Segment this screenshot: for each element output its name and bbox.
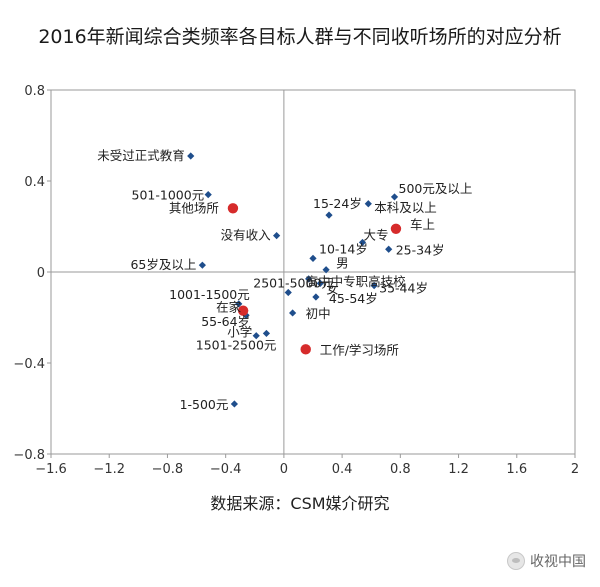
group-point bbox=[370, 282, 378, 290]
watermark: 收视中国 bbox=[507, 551, 586, 571]
axes bbox=[47, 89, 576, 458]
point-label: 1001-1500元 bbox=[169, 287, 250, 302]
point-label: 45-54岁 bbox=[329, 291, 378, 306]
point-label: 大专 bbox=[363, 227, 388, 242]
point-label: 500元及以上 bbox=[399, 181, 473, 196]
x-tick-label: 2 bbox=[571, 462, 579, 477]
point-label: 没有收入 bbox=[221, 228, 272, 243]
point-label: 初中 bbox=[306, 306, 331, 321]
y-tick-label: −0.4 bbox=[13, 357, 45, 372]
x-tick-label: −1.6 bbox=[35, 462, 67, 477]
x-tick-label: −1.2 bbox=[93, 462, 125, 477]
x-tick-label: 0 bbox=[280, 462, 288, 477]
point-label: 1-500元 bbox=[180, 397, 229, 412]
y-tick-label: −0.8 bbox=[13, 448, 45, 463]
group-point bbox=[309, 254, 317, 262]
group-point bbox=[204, 191, 212, 199]
x-tick-label: 1.2 bbox=[448, 462, 469, 477]
group-point bbox=[252, 332, 260, 340]
point-label: 65岁及以上 bbox=[130, 257, 196, 272]
point-label: 其他场所 bbox=[169, 200, 219, 215]
group-point bbox=[273, 232, 281, 240]
group-point bbox=[284, 288, 292, 297]
group-point bbox=[364, 200, 372, 208]
chart-title: 2016年新闻综合类频率各目标人群与不同收听场所的对应分析 bbox=[38, 26, 562, 48]
group-point bbox=[242, 311, 250, 319]
point-label: 55-64岁 bbox=[201, 314, 250, 329]
point-label: 2501-5000元 bbox=[253, 275, 334, 290]
point-label: 15-24岁 bbox=[313, 196, 362, 211]
tick-labels: −1.6 −1.2 −0.8 −0.4 0 0.4 0.8 1.2 1.6 2 −0.8 −0.4 0 0… bbox=[13, 84, 579, 477]
point-label: 女 bbox=[326, 281, 339, 296]
group-point bbox=[385, 245, 393, 253]
data-points bbox=[187, 152, 402, 408]
point-label: 工作/学习场所 bbox=[320, 342, 399, 357]
x-tick-label: 0.8 bbox=[390, 462, 411, 477]
group-point bbox=[316, 279, 324, 287]
point-label: 未受过正式教育 bbox=[97, 148, 185, 163]
group-point bbox=[262, 329, 271, 338]
point-label: 本科及以上 bbox=[374, 200, 437, 215]
x-tick-label: −0.4 bbox=[210, 462, 242, 477]
group-point bbox=[230, 400, 238, 408]
location-point bbox=[390, 223, 402, 234]
point-label: 501-1000元 bbox=[132, 188, 205, 203]
source-note: 数据来源：CSM媒介研究 bbox=[210, 494, 390, 513]
location-point bbox=[300, 344, 311, 355]
y-tick-label: 0.8 bbox=[24, 84, 45, 99]
y-tick-label: 0.4 bbox=[24, 175, 45, 190]
group-point bbox=[289, 309, 297, 317]
group-point bbox=[358, 238, 367, 247]
point-label: 男 bbox=[336, 256, 349, 271]
point-label: 10-14岁 bbox=[319, 241, 368, 256]
group-point bbox=[322, 266, 330, 274]
x-tick-label: −0.8 bbox=[152, 462, 184, 477]
group-point bbox=[312, 293, 320, 301]
point-label: 车上 bbox=[410, 217, 435, 232]
y-tick-label: 0 bbox=[37, 266, 45, 281]
point-label: 25-34岁 bbox=[396, 242, 445, 257]
point-label: 小学 bbox=[227, 325, 252, 340]
group-point bbox=[187, 152, 195, 160]
group-point bbox=[198, 261, 206, 269]
location-point bbox=[227, 203, 239, 214]
point-label: 高中中专职高技校 bbox=[306, 274, 407, 289]
x-tick-label: 0.4 bbox=[332, 462, 353, 477]
point-label: 1501-2500元 bbox=[196, 337, 277, 352]
group-point bbox=[235, 300, 243, 308]
location-point bbox=[237, 305, 249, 316]
scatter-chart: −1.6 −1.2 −0.8 −0.4 0 0.4 0.8 1.2 1.6 2 −0.8 −0.4 0 0… bbox=[13, 84, 579, 477]
watermark-text: 收视中国 bbox=[530, 554, 586, 570]
wechat-icon bbox=[507, 552, 525, 570]
x-tick-label: 1.6 bbox=[506, 462, 527, 477]
group-point bbox=[390, 193, 399, 201]
point-label: 在家 bbox=[216, 300, 242, 315]
group-point bbox=[305, 275, 313, 283]
point-label: 35-44岁 bbox=[379, 281, 428, 296]
group-point bbox=[325, 211, 333, 219]
